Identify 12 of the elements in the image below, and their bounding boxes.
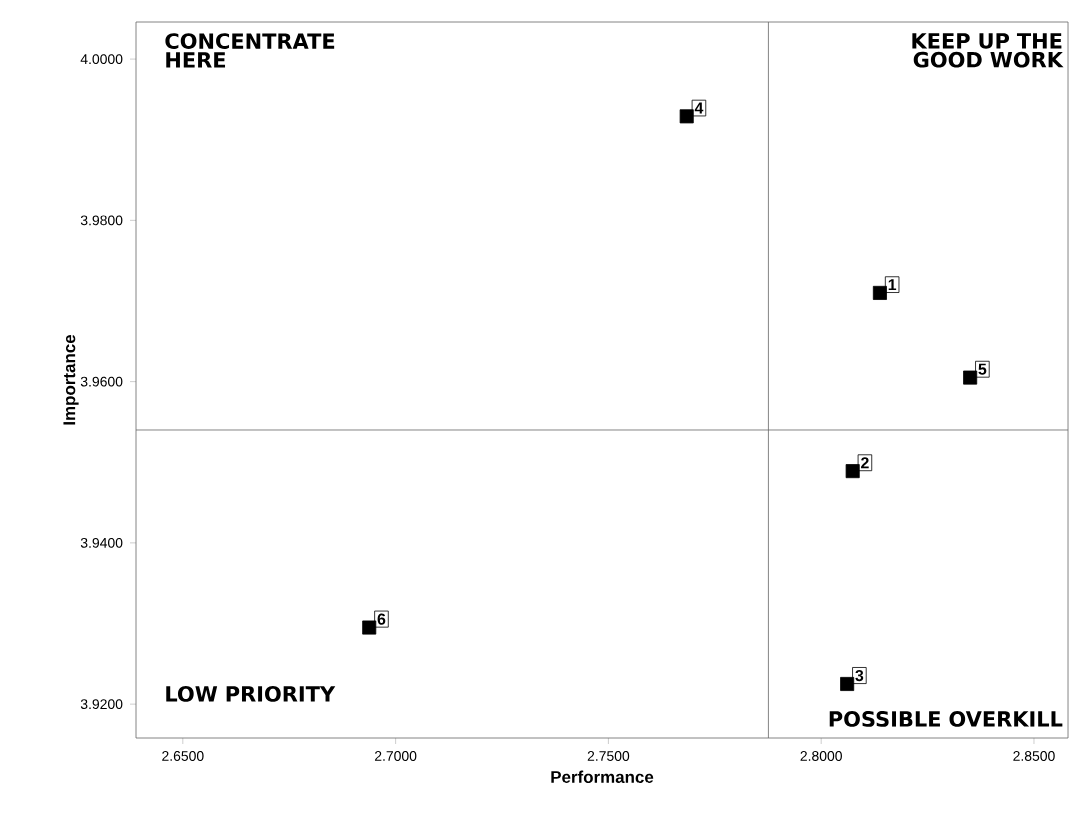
- point: [872, 285, 887, 300]
- y-axis-title: Importance: [63, 334, 79, 425]
- point: [845, 464, 860, 479]
- point: [362, 620, 377, 635]
- annotation: POSSIBLE OVERKILL: [829, 711, 1063, 727]
- annotation: LOW PRIORITY: [166, 685, 336, 702]
- annotation: KEEP UP THE GOOD WORK: [912, 33, 1064, 68]
- point: [679, 109, 694, 124]
- x-axis-title: Performance: [551, 770, 654, 784]
- point: [840, 676, 855, 691]
- annotation: CONCENTRATE HERE: [165, 33, 335, 68]
- point: [963, 370, 978, 385]
